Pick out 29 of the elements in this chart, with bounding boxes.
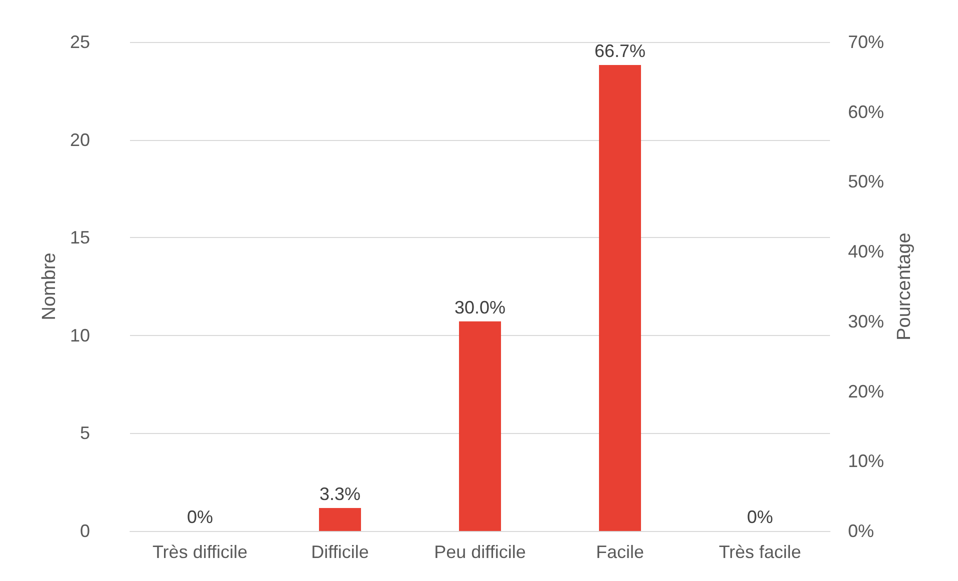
bar bbox=[599, 65, 641, 531]
x-tick-label: Très difficile bbox=[152, 542, 248, 562]
y2-tick-label: 50% bbox=[848, 172, 884, 192]
y-tick-label: 5 bbox=[80, 423, 90, 444]
data-label: 66.7% bbox=[594, 41, 646, 62]
y-axis-title: Nombre bbox=[39, 252, 60, 320]
y-tick-label: 0 bbox=[80, 521, 90, 541]
data-label: 0% bbox=[746, 507, 774, 527]
x-tick-label: Facile bbox=[596, 542, 644, 562]
y2-tick-label: 20% bbox=[848, 381, 884, 402]
x-tick-label: Peu difficile bbox=[434, 542, 526, 562]
y-tick-label: 20 bbox=[70, 130, 90, 150]
y-tick-label: 25 bbox=[70, 32, 90, 52]
y2-tick-label: 30% bbox=[848, 311, 884, 332]
x-tick-label: Difficile bbox=[311, 542, 369, 562]
y2-tick-label: 70% bbox=[848, 32, 884, 52]
data-label: 3.3% bbox=[319, 484, 361, 504]
y2-tick-label: 10% bbox=[848, 451, 884, 472]
x-tick-label: Très facile bbox=[718, 542, 802, 562]
data-label: 30.0% bbox=[454, 297, 506, 318]
bar bbox=[459, 321, 501, 531]
bar bbox=[319, 508, 361, 531]
y2-tick-label: 40% bbox=[848, 242, 884, 262]
y-tick-label: 15 bbox=[70, 228, 90, 248]
y2-tick-label: 60% bbox=[848, 102, 884, 122]
data-label: 0% bbox=[186, 507, 214, 527]
y2-axis-title: Pourcentage bbox=[894, 232, 915, 340]
y-tick-label: 10 bbox=[70, 325, 90, 346]
y2-tick-label: 0% bbox=[848, 521, 874, 541]
